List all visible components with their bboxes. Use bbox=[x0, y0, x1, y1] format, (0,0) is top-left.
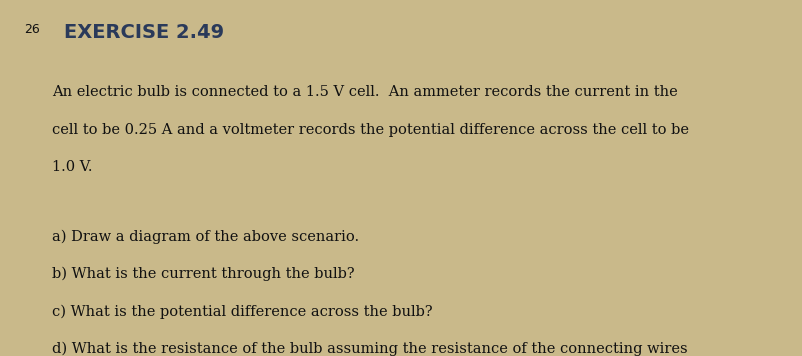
Text: 26: 26 bbox=[24, 23, 40, 36]
Text: c) What is the potential difference across the bulb?: c) What is the potential difference acro… bbox=[52, 304, 433, 319]
Text: EXERCISE 2.49: EXERCISE 2.49 bbox=[64, 23, 225, 42]
Text: a) Draw a diagram of the above scenario.: a) Draw a diagram of the above scenario. bbox=[52, 230, 359, 244]
Text: b) What is the current through the bulb?: b) What is the current through the bulb? bbox=[52, 267, 354, 281]
Text: cell to be 0.25 A and a voltmeter records the potential difference across the ce: cell to be 0.25 A and a voltmeter record… bbox=[52, 123, 689, 137]
Text: 1.0 V.: 1.0 V. bbox=[52, 160, 92, 174]
Text: An electric bulb is connected to a 1.5 V cell.  An ammeter records the current i: An electric bulb is connected to a 1.5 V… bbox=[52, 85, 678, 99]
Text: d) What is the resistance of the bulb assuming the resistance of the connecting : d) What is the resistance of the bulb as… bbox=[52, 342, 688, 356]
